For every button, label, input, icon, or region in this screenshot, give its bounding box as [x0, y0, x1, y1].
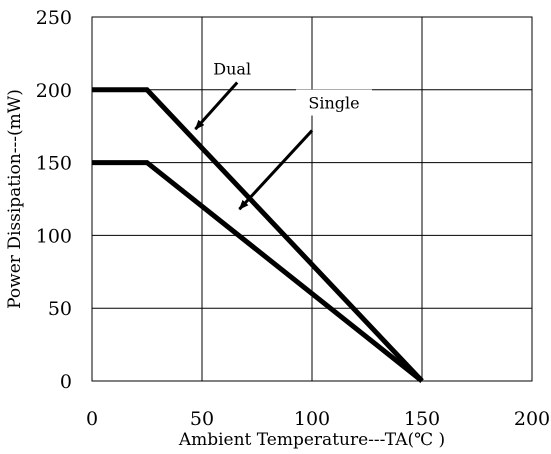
annotation-label-dual: Dual	[213, 60, 251, 79]
x-tick-label: 50	[190, 408, 214, 430]
grid-lines	[92, 17, 532, 381]
x-tick-label: 150	[404, 408, 440, 430]
x-tick-label: 100	[294, 408, 330, 430]
x-tick-label: 200	[514, 408, 550, 430]
annotation-label-single: Single	[308, 94, 359, 113]
y-tick-label: 100	[36, 225, 72, 247]
annotation-arrow-dual	[194, 81, 239, 131]
annotations: Dual Single	[194, 55, 372, 211]
y-axis-title: Power Dissipation---(mW)	[5, 89, 25, 309]
y-tick-label: 50	[48, 298, 72, 320]
series-line-dual	[92, 87, 424, 383]
y-tick-label: 250	[36, 7, 72, 29]
annotation-arrow-single	[238, 129, 314, 211]
tick-labels: 0 50 100 150 200 0 50 100 150 200 250	[36, 7, 550, 430]
plot-area-frame	[91, 16, 533, 382]
series-line-single	[92, 160, 424, 383]
series-lines	[92, 87, 424, 383]
annotation-box-dual	[204, 55, 261, 82]
y-tick-label: 0	[60, 371, 72, 393]
x-tick-label: 0	[86, 408, 98, 430]
y-tick-label: 150	[36, 153, 72, 175]
x-axis-title: Ambient Temperature---TA(℃ )	[178, 430, 445, 450]
y-tick-label: 200	[36, 80, 72, 102]
annotation-box-single	[296, 89, 372, 116]
